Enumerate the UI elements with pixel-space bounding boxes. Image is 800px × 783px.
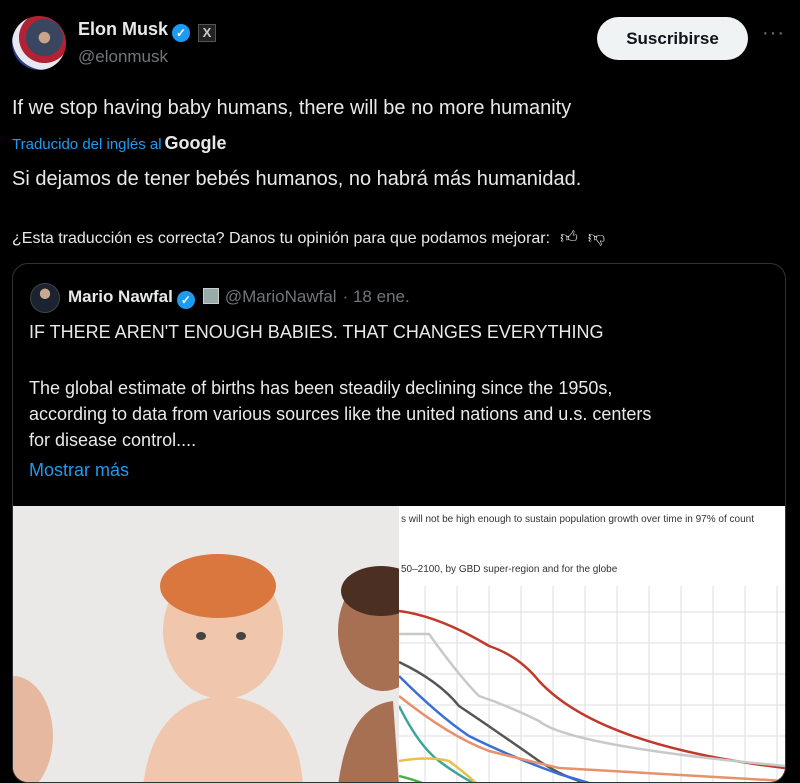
quoted-tweet[interactable]: Mario Nawfal✓ @MarioNawfal · 18 ene. IF TH… (12, 263, 786, 783)
show-more-link[interactable]: Mostrar más (29, 460, 129, 481)
quote-author-row: Mario Nawfal✓ @MarioNawfal · 18 ene. (68, 287, 410, 309)
chart-caption: s will not be high enough to sustain pop… (401, 514, 754, 525)
chart-lines (399, 586, 786, 783)
x-logo-icon: X (198, 24, 216, 42)
quote-headline: IF THERE AREN'T ENOUGH BABIES. THAT CHAN… (29, 322, 604, 343)
quote-author-avatar[interactable] (30, 283, 60, 313)
babies-photo[interactable] (13, 506, 399, 783)
author-handle[interactable]: @elonmusk (78, 47, 168, 67)
author-avatar[interactable] (12, 16, 66, 70)
thumbs-up-icon[interactable]: 👍︎ (560, 228, 578, 247)
translated-from-label: Traducido del inglés al (12, 136, 162, 153)
verified-badge-icon: ✓ (177, 291, 195, 309)
author-name-row: Elon Musk✓ X (78, 19, 216, 42)
quote-media[interactable]: s will not be high enough to sustain pop… (13, 506, 786, 783)
quote-body-line: The global estimate of births has been s… (29, 378, 612, 399)
fertility-chart-image[interactable]: s will not be high enough to sustain pop… (399, 506, 786, 783)
subscribe-button[interactable]: Suscribirse (597, 17, 748, 60)
thumbs-down-icon[interactable]: 👎︎ (588, 228, 605, 247)
author-name[interactable]: Elon Musk (78, 19, 168, 39)
translation-feedback: ¿Esta traducción es correcta? Danos tu o… (12, 227, 605, 248)
chart-series-line (399, 706, 479, 783)
babies-illustration (13, 506, 399, 783)
quote-author-handle[interactable]: @MarioNawfal (225, 287, 337, 306)
quote-body-line: according to data from various sources l… (29, 404, 651, 425)
google-logo: Google (165, 133, 227, 153)
tweet-translation: Si dejamos de tener bebés humanos, no ha… (12, 168, 581, 191)
quote-body-line: for disease control.... (29, 430, 196, 451)
verified-badge-icon[interactable]: ✓ (172, 24, 190, 42)
chart-series-line (399, 662, 599, 783)
feedback-text: ¿Esta traducción es correcta? Danos tu o… (12, 230, 550, 247)
quote-date[interactable]: · 18 ene. (343, 287, 410, 306)
tweet-text: If we stop having baby humans, there wil… (12, 97, 571, 120)
quote-author-name[interactable]: Mario Nawfal (68, 287, 173, 306)
affiliate-badge-icon (203, 288, 219, 304)
more-options-icon[interactable]: ··· (762, 22, 785, 45)
chart-subtitle: 50–2100, by GBD super-region and for the… (401, 564, 617, 575)
